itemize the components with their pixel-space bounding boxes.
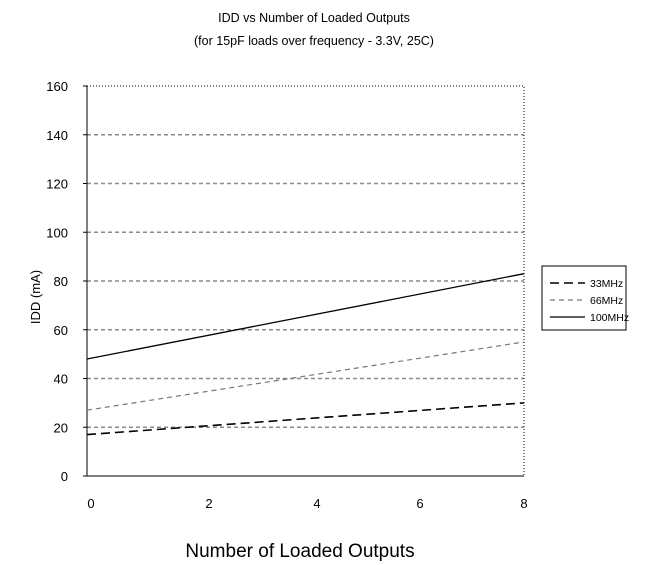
y-tick-label: 160 [46, 79, 68, 94]
y-tick-label: 20 [54, 420, 68, 435]
x-axis-label: Number of Loaded Outputs [185, 541, 414, 562]
x-tick-label: 4 [313, 496, 320, 511]
y-tick-label: 0 [61, 469, 68, 484]
series-line-33mhz [86, 402, 525, 436]
y-tick-label: 140 [46, 128, 68, 143]
series-lines [86, 273, 525, 436]
x-tick-label: 6 [416, 496, 423, 511]
legend-label: 100MHz [590, 312, 629, 324]
y-tick-label: 40 [54, 372, 68, 387]
legend-box [541, 265, 627, 331]
x-tick-label: 0 [87, 496, 94, 511]
y-tick-label: 120 [46, 177, 68, 192]
x-tick-label: 8 [520, 496, 527, 511]
chart-title: IDD vs Number of Loaded Outputs [218, 11, 410, 25]
x-tick-labels: 0 2 4 6 8 [87, 496, 527, 511]
series-line-100mhz [86, 273, 525, 360]
series-line-66mhz [86, 341, 525, 411]
legend: 33MHz 66MHz 100MHz [541, 265, 629, 331]
legend-label: 66MHz [590, 295, 623, 307]
y-axis-label: IDD (mA) [28, 270, 43, 324]
y-tick-label: 100 [46, 225, 68, 240]
x-tick-label: 2 [205, 496, 212, 511]
y-tick-labels: 0 20 40 60 80 100 120 140 160 [46, 79, 87, 484]
legend-label: 33MHz [590, 278, 623, 290]
y-tick-label: 60 [54, 323, 68, 338]
chart-subtitle: (for 15pF loads over frequency - 3.3V, 2… [194, 34, 434, 48]
y-tick-label: 80 [54, 274, 68, 289]
grid-lines [87, 134, 524, 428]
